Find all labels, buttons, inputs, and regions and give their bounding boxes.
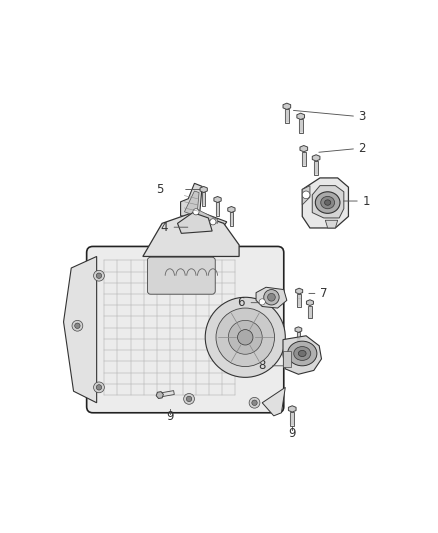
Polygon shape [177, 213, 212, 233]
Polygon shape [300, 146, 307, 152]
Polygon shape [216, 203, 219, 216]
Polygon shape [295, 327, 302, 333]
Text: 3: 3 [358, 110, 366, 123]
Ellipse shape [321, 196, 335, 209]
Polygon shape [202, 192, 205, 206]
Polygon shape [262, 387, 285, 416]
Circle shape [205, 297, 285, 377]
Circle shape [75, 323, 80, 328]
FancyBboxPatch shape [148, 257, 215, 294]
Circle shape [259, 299, 265, 305]
Polygon shape [290, 412, 294, 426]
Ellipse shape [288, 341, 317, 366]
Circle shape [72, 320, 83, 331]
Polygon shape [180, 183, 227, 227]
Text: 2: 2 [358, 142, 366, 155]
Text: 8: 8 [259, 359, 266, 372]
Polygon shape [156, 392, 163, 399]
Polygon shape [256, 287, 287, 308]
Polygon shape [302, 185, 310, 205]
FancyBboxPatch shape [87, 246, 284, 413]
Ellipse shape [294, 346, 311, 360]
Polygon shape [288, 406, 296, 412]
Circle shape [228, 320, 262, 354]
Circle shape [94, 382, 104, 393]
Polygon shape [143, 213, 239, 256]
Polygon shape [283, 351, 291, 367]
Polygon shape [308, 305, 312, 318]
Circle shape [94, 270, 104, 281]
Polygon shape [228, 206, 235, 213]
Polygon shape [302, 152, 306, 166]
Polygon shape [159, 391, 174, 397]
Circle shape [216, 308, 275, 367]
Ellipse shape [298, 350, 306, 357]
Circle shape [249, 398, 260, 408]
Polygon shape [297, 333, 300, 344]
Polygon shape [325, 220, 338, 228]
Circle shape [210, 219, 216, 225]
Polygon shape [64, 256, 97, 403]
Polygon shape [283, 336, 321, 374]
Circle shape [302, 191, 310, 199]
Circle shape [268, 294, 276, 301]
Polygon shape [230, 213, 233, 225]
Polygon shape [297, 113, 304, 119]
Circle shape [252, 400, 257, 406]
Text: 5: 5 [156, 183, 164, 196]
Circle shape [193, 209, 199, 215]
Polygon shape [302, 178, 349, 228]
Polygon shape [297, 294, 301, 306]
Polygon shape [314, 161, 318, 175]
Polygon shape [312, 155, 320, 161]
Polygon shape [214, 197, 221, 203]
Circle shape [237, 329, 253, 345]
Text: 7: 7 [320, 287, 328, 300]
Polygon shape [299, 119, 303, 133]
Polygon shape [312, 185, 344, 218]
Polygon shape [200, 187, 207, 192]
Circle shape [186, 396, 192, 401]
Circle shape [96, 385, 102, 390]
Polygon shape [307, 300, 314, 305]
Ellipse shape [325, 200, 331, 205]
Circle shape [184, 393, 194, 405]
Polygon shape [296, 288, 303, 294]
Polygon shape [285, 109, 289, 123]
Text: 4: 4 [160, 221, 167, 233]
Text: 1: 1 [362, 195, 370, 207]
Polygon shape [283, 103, 291, 109]
Polygon shape [184, 191, 218, 223]
Text: 9: 9 [166, 410, 173, 423]
Ellipse shape [315, 192, 340, 213]
Circle shape [96, 273, 102, 278]
Text: 6: 6 [237, 296, 244, 309]
Circle shape [264, 289, 279, 305]
Text: 9: 9 [289, 427, 296, 440]
